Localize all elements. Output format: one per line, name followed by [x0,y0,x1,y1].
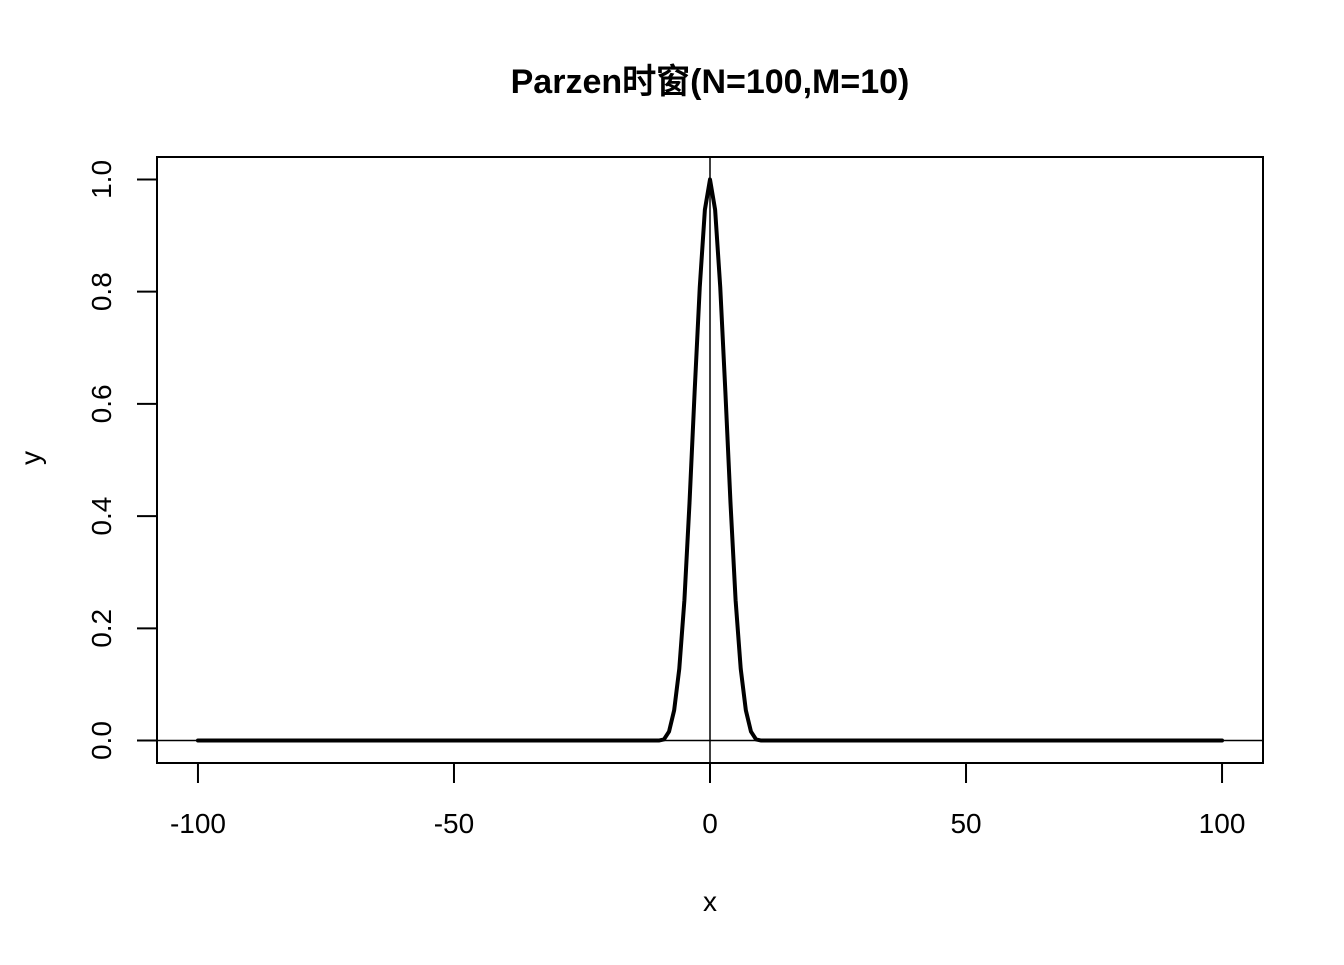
x-tick-label: 50 [950,808,981,839]
y-tick-label: 1.0 [86,160,117,199]
y-tick-label: 0.6 [86,384,117,423]
chart-title: Parzen时窗(N=100,M=10) [511,63,910,101]
series-layer [195,177,1225,743]
y-tick-label: 0.4 [86,497,117,536]
x-tick-label: -50 [434,808,474,839]
x-axis: -100 -50 0 50 100 [170,762,1246,839]
y-axis-label: y [15,451,46,465]
y-tick-label: 0.0 [86,721,117,760]
x-tick-label: -100 [170,808,226,839]
y-axis: 0.0 0.2 0.4 0.6 0.8 1.0 [86,160,158,760]
y-tick-label: 0.2 [86,609,117,648]
x-tick-label: 0 [702,808,718,839]
x-axis-label: x [703,886,717,917]
x-tick-label: 100 [1199,808,1246,839]
parzen-window-curve [195,177,1225,743]
y-tick-label: 0.8 [86,272,117,311]
